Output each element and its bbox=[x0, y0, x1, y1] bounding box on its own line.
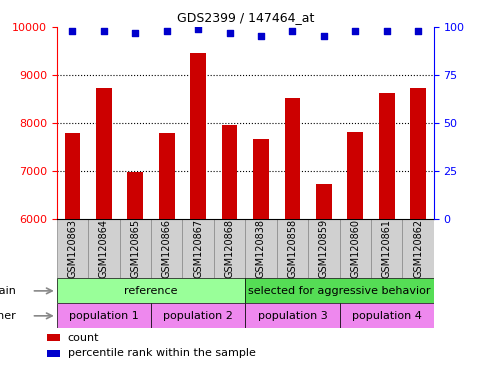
Bar bbox=[47, 334, 60, 341]
Bar bbox=[379, 93, 394, 219]
Bar bbox=[151, 303, 245, 328]
Text: GSM120866: GSM120866 bbox=[162, 219, 172, 278]
Text: GSM120865: GSM120865 bbox=[130, 219, 141, 278]
Bar bbox=[222, 125, 238, 219]
Bar bbox=[127, 172, 143, 219]
Point bbox=[100, 28, 108, 34]
Bar bbox=[348, 132, 363, 219]
Text: count: count bbox=[68, 333, 99, 343]
Text: population 4: population 4 bbox=[352, 311, 422, 321]
Text: GSM120863: GSM120863 bbox=[68, 219, 77, 278]
Point bbox=[414, 28, 422, 34]
Bar bbox=[340, 303, 434, 328]
Bar bbox=[159, 134, 175, 219]
Bar bbox=[245, 278, 434, 303]
Text: selected for aggressive behavior: selected for aggressive behavior bbox=[248, 286, 431, 296]
Bar bbox=[65, 134, 80, 219]
Point bbox=[194, 26, 202, 32]
Bar bbox=[57, 278, 245, 303]
Title: GDS2399 / 147464_at: GDS2399 / 147464_at bbox=[176, 11, 314, 24]
Bar bbox=[316, 184, 332, 219]
Point bbox=[320, 33, 328, 40]
Text: other: other bbox=[0, 311, 16, 321]
Text: GSM120867: GSM120867 bbox=[193, 219, 203, 278]
Bar bbox=[119, 219, 151, 278]
Text: GSM120860: GSM120860 bbox=[350, 219, 360, 278]
Bar bbox=[88, 219, 119, 278]
Point bbox=[257, 33, 265, 40]
Bar bbox=[182, 219, 214, 278]
Point bbox=[69, 28, 76, 34]
Bar bbox=[371, 219, 402, 278]
Bar bbox=[308, 219, 340, 278]
Text: population 2: population 2 bbox=[163, 311, 233, 321]
Point bbox=[131, 30, 139, 36]
Bar bbox=[277, 219, 308, 278]
Text: GSM120858: GSM120858 bbox=[287, 219, 297, 278]
Text: GSM120861: GSM120861 bbox=[382, 219, 392, 278]
Point bbox=[226, 30, 234, 36]
Bar bbox=[214, 219, 246, 278]
Text: GSM120864: GSM120864 bbox=[99, 219, 109, 278]
Point bbox=[163, 28, 171, 34]
Bar bbox=[253, 139, 269, 219]
Bar bbox=[190, 53, 206, 219]
Bar bbox=[245, 303, 340, 328]
Bar bbox=[284, 98, 300, 219]
Text: GSM120862: GSM120862 bbox=[413, 219, 423, 278]
Bar bbox=[245, 219, 277, 278]
Bar bbox=[57, 219, 88, 278]
Text: GSM120868: GSM120868 bbox=[224, 219, 235, 278]
Point bbox=[352, 28, 359, 34]
Text: percentile rank within the sample: percentile rank within the sample bbox=[68, 348, 255, 358]
Bar bbox=[57, 303, 151, 328]
Text: strain: strain bbox=[0, 286, 16, 296]
Bar bbox=[151, 219, 182, 278]
Bar bbox=[410, 88, 426, 219]
Bar bbox=[47, 350, 60, 357]
Text: population 1: population 1 bbox=[69, 311, 139, 321]
Text: GSM120838: GSM120838 bbox=[256, 219, 266, 278]
Bar bbox=[402, 219, 434, 278]
Point bbox=[288, 28, 296, 34]
Text: GSM120859: GSM120859 bbox=[319, 219, 329, 278]
Point bbox=[383, 28, 390, 34]
Bar bbox=[340, 219, 371, 278]
Bar bbox=[96, 88, 112, 219]
Text: population 3: population 3 bbox=[257, 311, 327, 321]
Text: reference: reference bbox=[124, 286, 178, 296]
